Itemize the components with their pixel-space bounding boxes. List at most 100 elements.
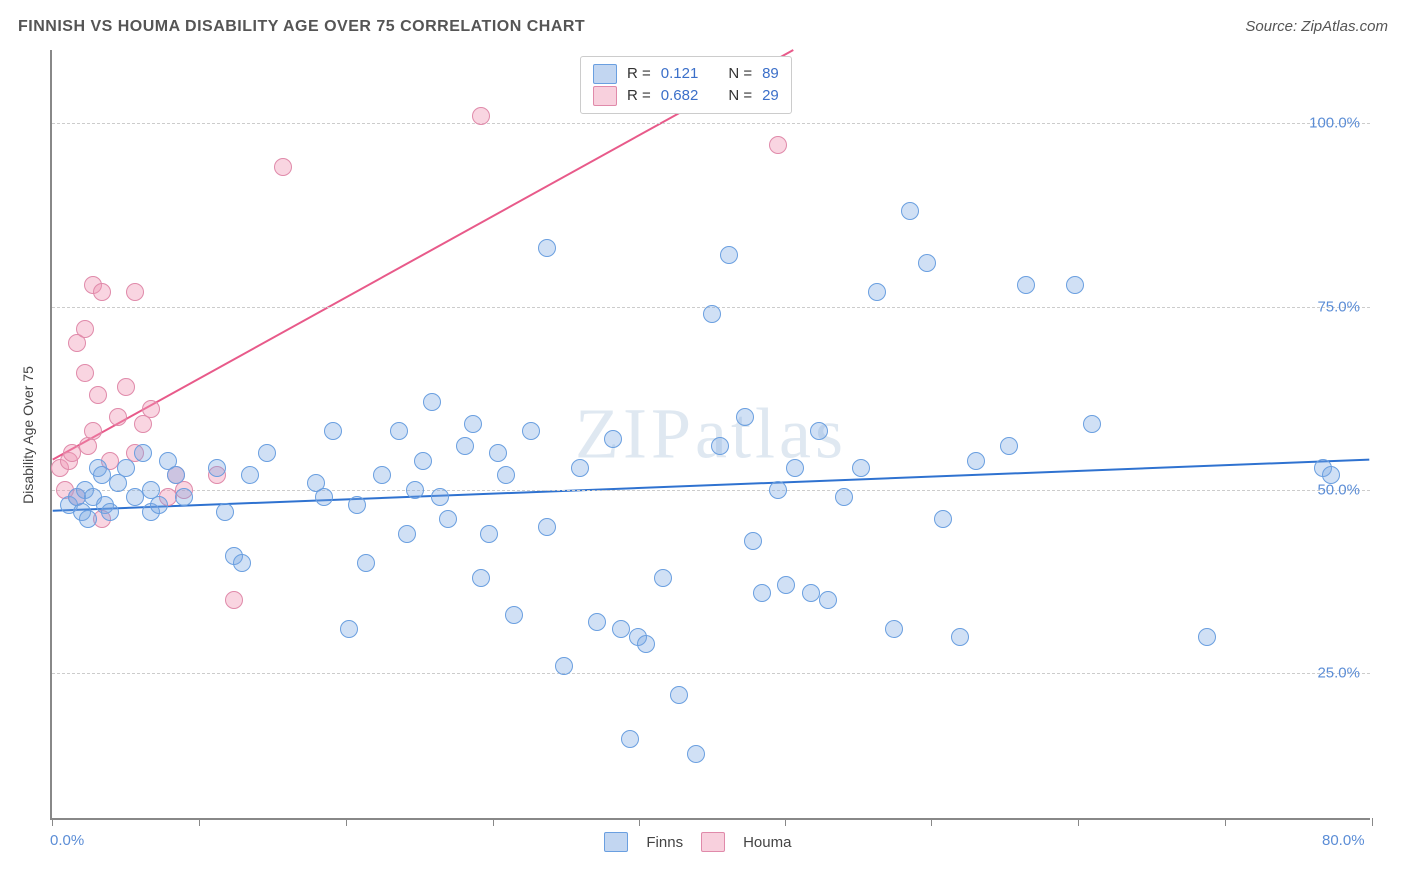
scatter-point	[777, 576, 795, 594]
chart-title: FINNISH VS HOUMA DISABILITY AGE OVER 75 …	[18, 18, 585, 35]
y-axis-title: Disability Age Over 75	[20, 366, 36, 504]
legend-swatch	[604, 832, 628, 852]
scatter-point	[117, 459, 135, 477]
scatter-point	[703, 305, 721, 323]
x-tick	[639, 818, 640, 826]
scatter-point	[835, 488, 853, 506]
legend-swatch	[701, 832, 725, 852]
x-tick	[931, 818, 932, 826]
scatter-point	[769, 136, 787, 154]
scatter-point	[324, 422, 342, 440]
x-tick	[1078, 818, 1079, 826]
scatter-point	[538, 239, 556, 257]
legend-series-label: Finns	[646, 834, 683, 851]
scatter-point	[216, 503, 234, 521]
scatter-point	[348, 496, 366, 514]
scatter-point	[885, 620, 903, 638]
scatter-point	[109, 408, 127, 426]
plot-area: ZIPatlas R =0.121N =89R =0.682N =29 25.0…	[50, 50, 1370, 820]
scatter-point	[819, 591, 837, 609]
scatter-point	[117, 378, 135, 396]
scatter-point	[786, 459, 804, 477]
x-tick	[493, 818, 494, 826]
legend-series-label: Houma	[743, 834, 791, 851]
scatter-point	[439, 510, 457, 528]
stats-legend-row: R =0.121N =89	[593, 63, 779, 85]
scatter-point	[901, 202, 919, 220]
scatter-point	[142, 400, 160, 418]
scatter-point	[93, 466, 111, 484]
scatter-point	[76, 320, 94, 338]
scatter-point	[497, 466, 515, 484]
scatter-point	[612, 620, 630, 638]
r-label: R =	[627, 63, 651, 85]
x-tick	[52, 818, 53, 826]
r-value: 0.121	[661, 63, 699, 85]
gridline	[52, 673, 1370, 674]
scatter-point	[711, 437, 729, 455]
scatter-point	[744, 532, 762, 550]
stats-legend-box: R =0.121N =89R =0.682N =29	[580, 56, 792, 114]
scatter-point	[258, 444, 276, 462]
n-value: 29	[762, 85, 779, 107]
scatter-point	[233, 554, 251, 572]
scatter-point	[84, 422, 102, 440]
legend-swatch	[593, 86, 617, 106]
scatter-point	[654, 569, 672, 587]
scatter-point	[390, 422, 408, 440]
scatter-point	[472, 107, 490, 125]
y-tick-label: 75.0%	[1317, 298, 1360, 315]
scatter-point	[670, 686, 688, 704]
x-tick	[346, 818, 347, 826]
scatter-point	[1017, 276, 1035, 294]
scatter-point	[76, 364, 94, 382]
scatter-point	[588, 613, 606, 631]
scatter-point	[93, 283, 111, 301]
scatter-point	[79, 510, 97, 528]
scatter-point	[720, 246, 738, 264]
legend-swatch	[593, 64, 617, 84]
r-label: R =	[627, 85, 651, 107]
scatter-point	[918, 254, 936, 272]
series-legend: Finns Houma	[604, 832, 791, 852]
source-attribution: Source: ZipAtlas.com	[1245, 18, 1388, 35]
scatter-point	[687, 745, 705, 763]
scatter-point	[571, 459, 589, 477]
scatter-point	[604, 430, 622, 448]
scatter-point	[951, 628, 969, 646]
scatter-point	[175, 488, 193, 506]
scatter-point	[357, 554, 375, 572]
scatter-point	[1083, 415, 1101, 433]
n-value: 89	[762, 63, 779, 85]
scatter-point	[868, 283, 886, 301]
scatter-point	[736, 408, 754, 426]
gridline	[52, 123, 1370, 124]
scatter-point	[1000, 437, 1018, 455]
stats-legend-row: R =0.682N =29	[593, 85, 779, 107]
scatter-point	[1322, 466, 1340, 484]
scatter-point	[472, 569, 490, 587]
x-tick	[1372, 818, 1373, 826]
scatter-point	[134, 444, 152, 462]
scatter-point	[126, 283, 144, 301]
x-axis-max-label: 80.0%	[1322, 832, 1365, 849]
scatter-point	[406, 481, 424, 499]
x-tick	[785, 818, 786, 826]
scatter-point	[753, 584, 771, 602]
scatter-point	[967, 452, 985, 470]
scatter-point	[373, 466, 391, 484]
scatter-point	[934, 510, 952, 528]
scatter-point	[538, 518, 556, 536]
scatter-point	[315, 488, 333, 506]
scatter-point	[769, 481, 787, 499]
scatter-point	[63, 444, 81, 462]
scatter-point	[555, 657, 573, 675]
regression-lines-layer	[52, 50, 1370, 818]
scatter-point	[637, 635, 655, 653]
scatter-point	[802, 584, 820, 602]
x-tick	[199, 818, 200, 826]
scatter-point	[208, 459, 226, 477]
scatter-point	[464, 415, 482, 433]
scatter-point	[810, 422, 828, 440]
scatter-point	[89, 386, 107, 404]
